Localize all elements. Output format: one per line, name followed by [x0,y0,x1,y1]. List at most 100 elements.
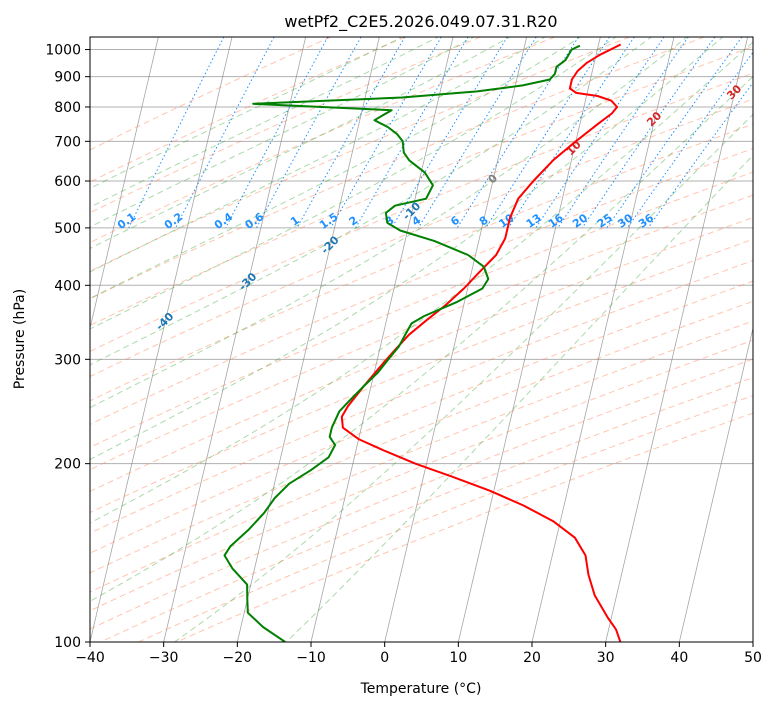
plot-frame [89,36,754,643]
mixing-ratio-label: 6 [448,213,462,228]
dry-adiabat-line [90,37,332,151]
mixing-ratio-line [507,37,635,229]
x-tick-label: 0 [380,650,389,666]
mixing-ratio-line [296,37,406,229]
x-axis-label: Temperature (°C) [360,681,482,697]
dry-adiabat-line [90,171,753,448]
isotherm-line [90,37,233,642]
isotherm-line [531,37,675,642]
dry-adiabat-line [176,412,753,642]
mixing-ratio-line [626,51,753,229]
y-tick-label: 800 [54,100,81,116]
dry-adiabat-line [90,37,406,183]
isotherm-label: -20 [318,233,341,256]
moist-adiabat-line [90,75,753,602]
mixing-ratio-line [391,37,508,229]
isotherm-line [310,37,454,642]
mixing-ratio-line [535,37,665,229]
dry-adiabat-line [90,37,556,244]
x-tick-label: 40 [670,650,688,666]
sounding-traces [223,43,622,642]
y-tick-label: 1000 [45,43,81,59]
x-tick-label: −30 [149,650,179,666]
isotherm-line [163,37,307,642]
dry-adiabat-line [90,320,753,593]
y-tick-label: 300 [54,352,81,368]
dry-adiabat-line [90,358,753,630]
x-tick-label: 10 [449,650,467,666]
moist-adiabat-line [90,37,617,330]
axis-ticks: −40 −30 −20 −10 0 10 20 30 40 50 1000 900 800 700 600 5… [45,43,762,666]
x-tick-label: 50 [744,650,762,666]
isotherm-label: -40 [153,310,176,333]
y-tick-label: 700 [54,134,81,150]
background-lines [0,37,753,642]
x-tick-label: 30 [597,650,615,666]
isotherm-line [457,37,601,642]
moist-adiabat-line [90,37,582,300]
dry-adiabat-line [90,72,753,352]
y-tick-label: 200 [54,457,81,473]
mixing-ratio-line [485,37,610,229]
isotherm-line [678,326,753,642]
mixing-ratio-line [456,37,579,229]
mixing-ratio-line [647,81,753,229]
isotherm-line [236,37,380,642]
x-tick-label: −10 [296,650,326,666]
mixing-ratio-label: 1 [288,214,302,229]
isotherm-line [605,37,749,642]
isotherm-line [752,640,753,642]
mixing-ratio-line [606,37,743,229]
x-tick-label: −40 [75,650,105,666]
isotherm-label: 20 [644,109,664,129]
dry-adiabat-line [138,395,753,642]
moist-adiabat-line [90,37,476,228]
isotherm-line [0,37,11,642]
dry-adiabat-line [90,194,753,471]
dry-adiabat-line [90,45,753,327]
dry-adiabat-line [90,259,753,534]
moist-adiabat-line [90,37,688,409]
y-tick-label: 400 [54,278,81,294]
y-axis-label: Pressure (hPa) [12,289,28,389]
moist-adiabat-line [90,41,753,524]
mixing-ratio-line [225,37,329,229]
moist-adiabat-line [90,37,511,249]
dry-adiabat-line [100,376,753,642]
isotherm-label: 30 [724,82,744,102]
y-tick-label: 100 [54,635,81,651]
isotherm-line [90,37,159,330]
moist-adiabat-line [90,37,404,189]
mixing-ratio-line [175,37,275,229]
y-tick-label: 500 [54,221,81,237]
mixing-ratio-line [255,37,362,229]
dry-adiabat-line [90,37,630,272]
dewpoint-trace [223,44,581,642]
mixing-ratio-line [581,37,716,229]
temperature-trace [340,43,622,642]
moist-adiabat-line [90,37,724,461]
moist-adiabat-line [174,113,753,642]
dry-adiabat-line [90,238,753,514]
isotherm-label: -60 [0,394,10,417]
chart-title: wetPf2_C2E5.2026.049.07.31.R20 [284,12,557,32]
y-tick-label: 600 [54,174,81,190]
dry-adiabat-line [90,300,753,574]
y-tick-label: 900 [54,70,81,86]
mixing-ratio-label: 1.5 [317,210,340,232]
mixing-ratio-line [417,37,537,229]
isotherm-line [384,37,528,642]
mixing-ratio-label: 0.2 [162,210,185,232]
mixing-ratio-line [128,37,225,229]
dry-adiabat-line [90,37,705,300]
moist-adiabat-line [90,37,440,208]
dry-adiabat-line [90,37,481,214]
moist-adiabat-line [286,154,753,642]
mixing-ratio-label: 0.1 [115,210,138,232]
x-tick-label: −20 [223,650,253,666]
moist-adiabat-line [90,37,653,366]
mixing-ratio-label: 8 [477,214,491,229]
mixing-ratio-line [557,37,689,229]
x-tick-label: 20 [523,650,541,666]
